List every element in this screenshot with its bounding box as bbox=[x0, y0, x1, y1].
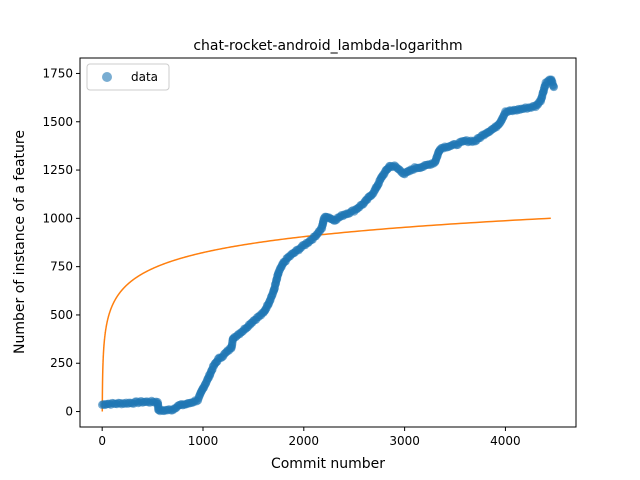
y-tick-label: 500 bbox=[50, 308, 73, 322]
y-tick-label: 1250 bbox=[42, 163, 73, 177]
fit-line-layer bbox=[101, 217, 551, 412]
x-axis-label: Commit number bbox=[271, 456, 385, 472]
chart-title: chat-rocket-android_lambda-logarithm bbox=[193, 38, 462, 54]
y-tick-label: 1500 bbox=[42, 115, 73, 129]
data-point bbox=[549, 82, 559, 92]
x-tick-label: 0 bbox=[98, 434, 106, 448]
y-axis-label: Number of instance of a feature bbox=[12, 130, 28, 354]
data-points-layer bbox=[97, 75, 559, 416]
y-tick-label: 0 bbox=[65, 405, 73, 419]
legend-label-data: data bbox=[131, 70, 158, 84]
x-tick-label: 1000 bbox=[188, 434, 219, 448]
y-tick-label: 1750 bbox=[42, 66, 73, 80]
x-tick-label: 4000 bbox=[490, 434, 521, 448]
x-tick-label: 3000 bbox=[389, 434, 420, 448]
y-axis-ticks: 0 250 500 750 1000 1250 1500 1750 bbox=[42, 66, 80, 419]
plot-area bbox=[97, 75, 559, 416]
x-tick-label: 2000 bbox=[289, 434, 320, 448]
y-tick-label: 1000 bbox=[42, 211, 73, 225]
x-axis-ticks: 0 1000 2000 3000 4000 bbox=[98, 427, 521, 448]
axes-frame bbox=[79, 57, 577, 428]
legend: data bbox=[86, 63, 170, 91]
legend-marker-data bbox=[102, 72, 112, 82]
legend-box bbox=[86, 63, 170, 91]
y-tick-label: 250 bbox=[50, 356, 73, 370]
fit-line bbox=[101, 217, 551, 412]
y-tick-label: 750 bbox=[50, 260, 73, 274]
